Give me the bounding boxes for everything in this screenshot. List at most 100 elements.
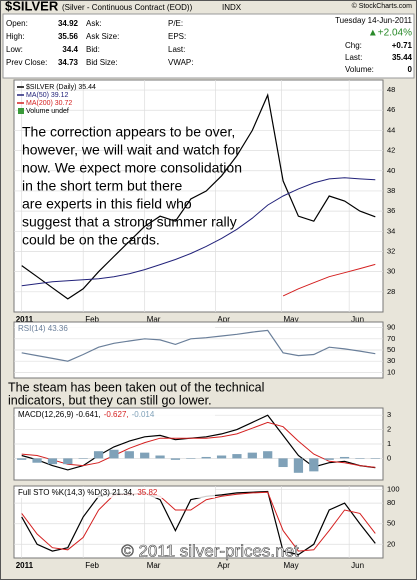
panel [13, 79, 384, 313]
quote-label: Bid: [86, 45, 100, 54]
watermark: © 2011 silver-prices.net [121, 541, 299, 560]
date: Tuesday 14-Jun-2011 [335, 16, 412, 25]
histogram-bar [17, 458, 27, 460]
legend-label: MACD(12,26,9) -0.641, [18, 410, 101, 419]
description: (Silver - Continuous Contract (EOD)) [62, 3, 193, 12]
y-tick-label: 80 [387, 498, 395, 507]
legend-label: MA(50) 39.12 [26, 92, 69, 99]
x-tick-label: Mar [147, 561, 161, 570]
histogram-bar [232, 454, 242, 459]
y-tick-label: 28 [387, 287, 395, 296]
y-tick-label: 30 [387, 356, 395, 365]
quote-label: Prev Close: [6, 58, 47, 67]
legend-label: -0.014 [132, 410, 155, 419]
source: © StockCharts.com [352, 2, 413, 10]
histogram-bar [309, 458, 319, 472]
histogram-bar [370, 458, 380, 459]
legend-label: 35.82 [137, 488, 158, 497]
quote-value: 34.73 [58, 58, 79, 67]
quote-label: Bid Size: [86, 58, 118, 67]
quote-label: Ask Size: [86, 32, 119, 41]
x-tick-label: May [284, 561, 299, 570]
legend: RSI(14) 43.36 [18, 324, 68, 333]
quote-label: Low: [6, 45, 23, 54]
y-tick-label: 36 [387, 206, 395, 215]
series-line [282, 263, 376, 297]
legend-bg [15, 323, 215, 334]
histogram-bar [339, 456, 350, 459]
y-tick-label: 48 [387, 85, 395, 94]
histogram-bar [47, 458, 58, 465]
quote-value: 35.56 [58, 32, 79, 41]
annotation: are experts in this field who [22, 196, 192, 212]
series-line [21, 93, 376, 300]
series-line [21, 421, 376, 468]
summary-label: Chg: [345, 41, 362, 50]
y-tick-label: 34 [387, 226, 395, 235]
quote-value: 34.4 [62, 45, 78, 54]
histogram-bar [324, 458, 334, 460]
annotation: The steam has been taken out of the tech… [8, 380, 264, 394]
histogram-bar [263, 451, 273, 459]
quote-label: High: [6, 32, 25, 41]
x-tick-label: 2011 [16, 561, 34, 570]
legend-swatch [18, 108, 24, 114]
annotation: could be on the cards. [22, 232, 160, 248]
quote-value: 34.92 [58, 19, 79, 28]
series-line [21, 329, 376, 362]
y-tick-label: 40 [387, 166, 395, 175]
quote-label: Last: [168, 45, 185, 54]
summary-label: Volume: [345, 65, 374, 74]
histogram-bar [93, 451, 104, 459]
y-tick-label: 50 [387, 345, 395, 354]
histogram-bar [186, 458, 196, 459]
histogram-bar [155, 455, 165, 459]
y-tick-label: 20 [387, 539, 395, 548]
annotation: The correction appears to be over, [22, 124, 235, 140]
y-tick-label: 38 [387, 186, 395, 195]
y-tick-label: 1 [387, 439, 391, 448]
quote-label: Open: [6, 19, 28, 28]
summary-value: 35.44 [392, 53, 413, 62]
histogram-bar [355, 458, 365, 459]
histogram-bar [78, 458, 88, 459]
y-tick-label: 100 [387, 484, 400, 493]
legend-label: Volume undef [26, 108, 69, 115]
x-tick-label: May [284, 315, 299, 324]
legend-bg [15, 487, 215, 498]
change-pct: ▲+2.04% [368, 28, 412, 39]
legend-label: RSI(14) 43.36 [18, 324, 68, 333]
histogram-bar [247, 452, 257, 459]
quote-label: EPS: [168, 32, 186, 41]
summary-label: Last: [345, 53, 362, 62]
histogram-bar [170, 458, 181, 460]
y-tick-label: 3 [387, 410, 391, 419]
quote-label: P/E: [168, 19, 183, 28]
x-tick-label: Apr [217, 561, 230, 570]
quote-label: VWAP: [168, 58, 193, 67]
quote-box [2, 13, 415, 79]
summary-value: +0.71 [392, 41, 413, 50]
legend-label: -0.627, [104, 410, 129, 419]
y-tick-label: 46 [387, 105, 395, 114]
annotation: in the short term but there [22, 178, 183, 194]
y-tick-label: 42 [387, 146, 395, 155]
exchange: INDX [222, 3, 242, 12]
y-tick-label: 2 [387, 425, 391, 434]
histogram-bar [278, 458, 288, 468]
y-tick-label: 0 [387, 453, 391, 462]
annotation: indicators, but they can still go lower. [8, 393, 212, 407]
y-tick-label: 30 [387, 267, 395, 276]
legend-label: $SILVER (Daily) 35.44 [26, 84, 96, 91]
y-tick-label: 90 [387, 323, 395, 332]
y-tick-label: 50 [387, 519, 395, 528]
x-tick-label: Feb [85, 315, 99, 324]
annotation: however, we will wait and watch for [22, 142, 240, 158]
legend: Full STO %K(14,3) %D(3) 21.34, 35.82 [18, 488, 158, 497]
histogram-bar [201, 456, 211, 459]
legend: MACD(12,26,9) -0.641, -0.627, -0.014 [18, 410, 155, 419]
histogram-bar [140, 452, 150, 459]
series-line [21, 491, 376, 552]
histogram-bar [293, 458, 304, 473]
